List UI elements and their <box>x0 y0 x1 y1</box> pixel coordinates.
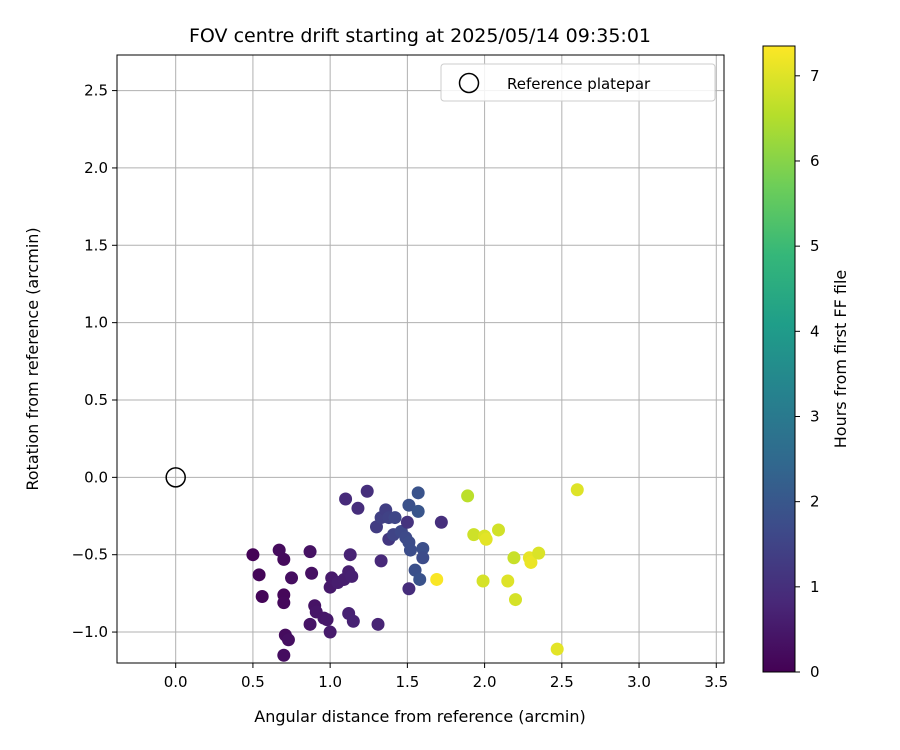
x-tick-label: 3.5 <box>704 673 728 691</box>
colorbar-tick-label: 7 <box>810 67 820 85</box>
colorbar: 0 1 2 3 4 5 6 7 Hours from first FF file <box>762 45 850 681</box>
grid-lines <box>117 55 724 663</box>
x-tick-label: 0.0 <box>164 673 188 691</box>
data-point <box>320 613 334 627</box>
legend-box <box>440 63 716 102</box>
data-point <box>467 528 481 542</box>
data-point <box>524 555 538 569</box>
data-points <box>246 483 584 662</box>
colorbar-tick-label: 5 <box>810 237 820 255</box>
legend-marker-icon <box>458 72 480 94</box>
colorbar-ticks: 0 1 2 3 4 5 6 7 <box>795 67 820 681</box>
reference-platepar-marker <box>165 467 186 488</box>
data-point <box>303 617 317 631</box>
y-axis-ticks: −1.0 −0.5 0.0 0.5 1.0 1.5 2.0 2.5 <box>72 82 117 641</box>
y-tick-label: 0.5 <box>84 391 108 409</box>
data-point <box>402 582 416 596</box>
data-point <box>360 484 374 498</box>
data-point <box>277 552 291 566</box>
legend-label: Reference platepar <box>507 75 651 93</box>
data-point <box>246 548 260 562</box>
x-axis-label: Angular distance from reference (arcmin) <box>254 707 585 726</box>
colorbar-tick-label: 3 <box>810 407 820 425</box>
x-tick-label: 2.0 <box>473 673 497 691</box>
data-point <box>434 515 448 529</box>
y-tick-label: −0.5 <box>72 546 108 564</box>
data-point <box>388 511 402 525</box>
x-tick-label: 1.5 <box>395 673 419 691</box>
data-point <box>570 483 584 497</box>
data-point <box>532 546 546 560</box>
x-tick-label: 3.0 <box>627 673 651 691</box>
data-point <box>252 568 266 582</box>
chart-title: FOV centre drift starting at 2025/05/14 … <box>189 25 651 47</box>
data-point <box>413 572 427 586</box>
y-tick-label: 0.0 <box>84 468 108 486</box>
data-point <box>550 642 564 656</box>
data-point <box>285 571 299 585</box>
data-point <box>345 569 359 583</box>
colorbar-tick-label: 6 <box>810 152 820 170</box>
data-point <box>343 548 357 562</box>
data-point <box>403 543 417 557</box>
data-point <box>507 551 521 565</box>
colorbar-tick-label: 2 <box>810 493 820 511</box>
data-point <box>461 489 475 503</box>
data-point <box>255 589 269 603</box>
data-point <box>339 492 353 506</box>
data-point <box>281 633 295 647</box>
colorbar-bar <box>762 45 796 673</box>
data-point <box>400 515 414 529</box>
x-tick-label: 0.5 <box>241 673 265 691</box>
y-axis-label: Rotation from reference (arcmin) <box>23 227 42 490</box>
data-point <box>479 532 493 546</box>
x-axis-ticks: 0.0 0.5 1.0 1.5 2.0 2.5 3.0 3.5 <box>164 663 728 691</box>
y-tick-label: −1.0 <box>72 623 108 641</box>
colorbar-label: Hours from first FF file <box>831 270 850 449</box>
data-point <box>416 551 430 565</box>
data-point <box>277 648 291 662</box>
data-point <box>402 498 416 512</box>
data-point <box>277 596 291 610</box>
data-point <box>305 566 319 580</box>
data-point <box>416 542 430 556</box>
data-point <box>501 574 515 588</box>
y-tick-label: 1.5 <box>84 236 108 254</box>
data-point <box>374 554 388 568</box>
data-point <box>411 504 425 518</box>
colorbar-tick-label: 4 <box>810 322 820 340</box>
data-point <box>346 614 360 628</box>
data-point <box>351 501 365 515</box>
x-tick-label: 2.5 <box>550 673 574 691</box>
data-point <box>411 486 425 500</box>
data-point <box>371 617 385 631</box>
x-tick-label: 1.0 <box>318 673 342 691</box>
legend: Reference platepar <box>440 63 716 102</box>
plot-area-frame <box>116 54 725 664</box>
y-tick-label: 2.0 <box>84 159 108 177</box>
data-point <box>303 545 317 559</box>
data-point <box>323 625 337 639</box>
colorbar-tick-label: 1 <box>810 578 820 596</box>
data-point <box>491 523 505 537</box>
colorbar-tick-label: 0 <box>810 663 820 681</box>
data-point <box>430 572 444 586</box>
data-point <box>508 593 522 607</box>
y-tick-label: 1.0 <box>84 314 108 332</box>
y-tick-label: 2.5 <box>84 82 108 100</box>
data-point <box>476 574 490 588</box>
